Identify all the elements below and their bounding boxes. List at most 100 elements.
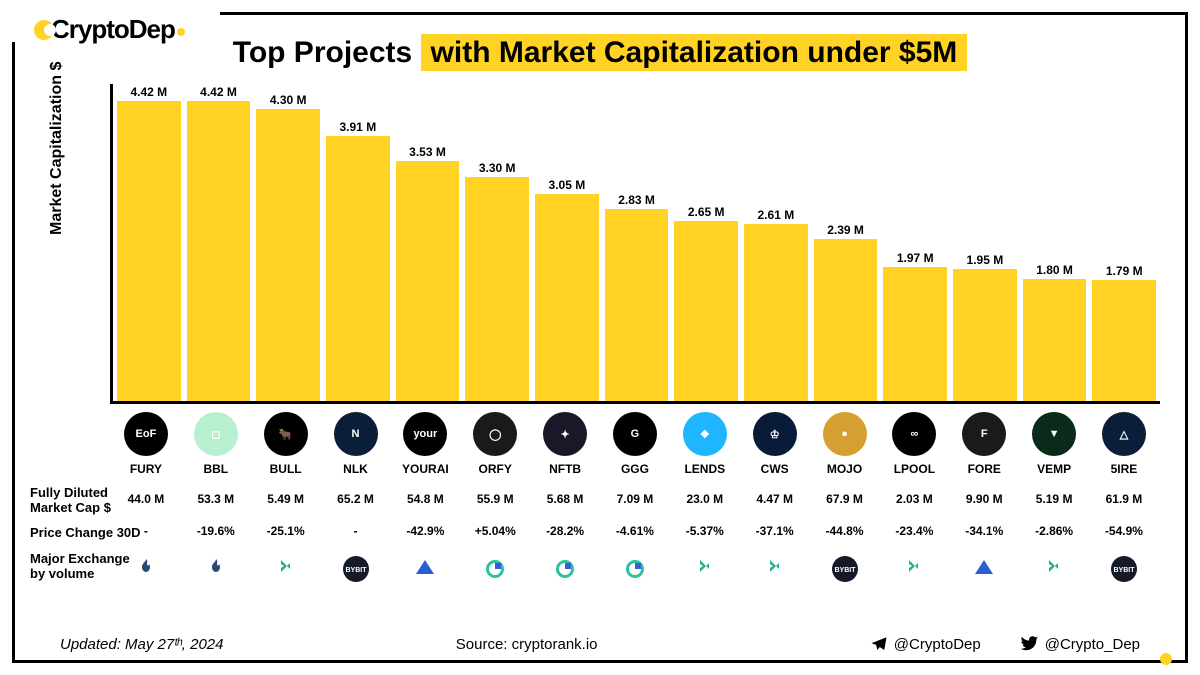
telegram-handle: @CryptoDep [870,635,981,653]
bar-value-label: 3.53 M [409,145,446,159]
bar-YOURAI: 3.53 M [396,145,460,401]
svg-text:BYBIT: BYBIT [345,567,367,574]
fdmc-cell: 53.3 M [184,492,248,506]
page-title: Top Projects with Market Capitalization … [0,36,1200,70]
bar-BBL: 4.42 M [187,85,251,401]
coin-icon-cell: ✦ [533,412,597,456]
source-text: Source: cryptorank.io [456,636,598,653]
bar-GGG: 2.83 M [605,193,669,401]
bar-rect [953,269,1017,401]
exchange-cell [952,556,1016,582]
bar-value-label: 3.30 M [479,161,516,175]
coin-icon-cell: ▼ [1022,412,1086,456]
chg-cell: -28.2% [533,524,597,538]
bar-value-label: 1.95 M [967,253,1004,267]
chg-cell: -2.86% [1022,524,1086,538]
chg-cell: -44.8% [813,524,877,538]
exchange-cell [184,556,248,582]
exchange-cell [533,556,597,582]
coin-icons-row: EoF ◻ 🐂 N your ◯ ✦ G ❖ ♔ ● ∞ F [110,412,1160,456]
coin-icon-cell: your [393,412,457,456]
exchange-row: BYBITBYBITBYBIT [110,556,1160,582]
ticker-cell: BULL [254,462,318,476]
ticker-cell: GGG [603,462,667,476]
bar-LENDS: 2.65 M [674,205,738,401]
ticker-cell: FURY [114,462,178,476]
bar-rect [535,194,599,401]
y-axis-label: Market Capitalization $ [48,62,66,235]
ticker-cell: CWS [743,462,807,476]
bar-rect [744,224,808,401]
chg-cell: -54.9% [1092,524,1156,538]
coin-icon-CWS: ♔ [753,412,797,456]
exchange-cell [463,556,527,582]
bar-value-label: 4.42 M [200,85,237,99]
bar-rect [883,267,947,401]
ticker-cell: ORFY [463,462,527,476]
chg-cell: - [114,524,178,538]
coin-icon-LPOOL: ∞ [892,412,936,456]
coin-icon-VEMP: ▼ [1032,412,1076,456]
chg-cell: -34.1% [952,524,1016,538]
bar-NLK: 3.91 M [326,120,390,401]
bar-rect [1092,280,1156,401]
chg-cell: +5.04% [463,524,527,538]
bar-value-label: 3.91 M [340,120,377,134]
bar-rect [187,101,251,401]
bar-rect [117,101,181,401]
bar-value-label: 1.79 M [1106,264,1143,278]
coin-icon-cell: N [324,412,388,456]
coin-icon-cell: G [603,412,667,456]
ticker-cell: LPOOL [882,462,946,476]
chg-cell: -25.1% [254,524,318,538]
bar-FURY: 4.42 M [117,85,181,401]
exchange-cell [743,556,807,582]
fdmc-label: Fully DilutedMarket Cap $ [30,486,111,516]
exchange-cell [603,556,667,582]
twitter-icon [1021,635,1039,653]
chg-cell: -42.9% [393,524,457,538]
bar-value-label: 2.83 M [618,193,655,207]
chg-cell: -4.61% [603,524,667,538]
bar-rect [326,136,390,401]
chg-cell: -19.6% [184,524,248,538]
coin-icon-cell: ● [813,412,877,456]
title-highlight: with Market Capitalization under $5M [421,34,968,71]
fdmc-cell: 44.0 M [114,492,178,506]
bar-value-label: 2.65 M [688,205,725,219]
telegram-icon [870,635,888,653]
bar-VEMP: 1.80 M [1023,263,1087,401]
bar-rect [256,109,320,401]
bar-LPOOL: 1.97 M [883,251,947,401]
updated-text: Updated: May 27ᵗʰ, 2024 [60,636,224,653]
fdmc-cell: 2.03 M [882,492,946,506]
bar-rect [465,177,529,401]
fdmc-cell: 7.09 M [603,492,667,506]
coin-icon-cell: ◻ [184,412,248,456]
coin-icon-NFTB: ✦ [543,412,587,456]
exchange-cell [673,556,737,582]
chg-cell: -5.37% [673,524,737,538]
fdmc-cell: 55.9 M [463,492,527,506]
bar-ORFY: 3.30 M [465,161,529,401]
ticker-cell: NLK [324,462,388,476]
svg-text:BYBIT: BYBIT [1113,567,1135,574]
frame-dot-br [1160,653,1172,665]
bar-BULL: 4.30 M [256,93,320,401]
bar-rect [396,161,460,401]
logo-dot-icon [177,28,185,36]
coin-icon-ORFY: ◯ [473,412,517,456]
bar-rect [1023,279,1087,401]
exchange-cell: BYBIT [1092,556,1156,582]
ticker-cell: NFTB [533,462,597,476]
bar-value-label: 1.80 M [1036,263,1073,277]
coin-icon-cell: 🐂 [254,412,318,456]
ticker-cell: LENDS [673,462,737,476]
fdmc-cell: 23.0 M [673,492,737,506]
bar-rect [814,239,878,401]
ticker-cell: VEMP [1022,462,1086,476]
fdmc-cell: 61.9 M [1092,492,1156,506]
bar-value-label: 2.39 M [827,223,864,237]
fdmc-cell: 5.19 M [1022,492,1086,506]
chg-cell: -23.4% [882,524,946,538]
